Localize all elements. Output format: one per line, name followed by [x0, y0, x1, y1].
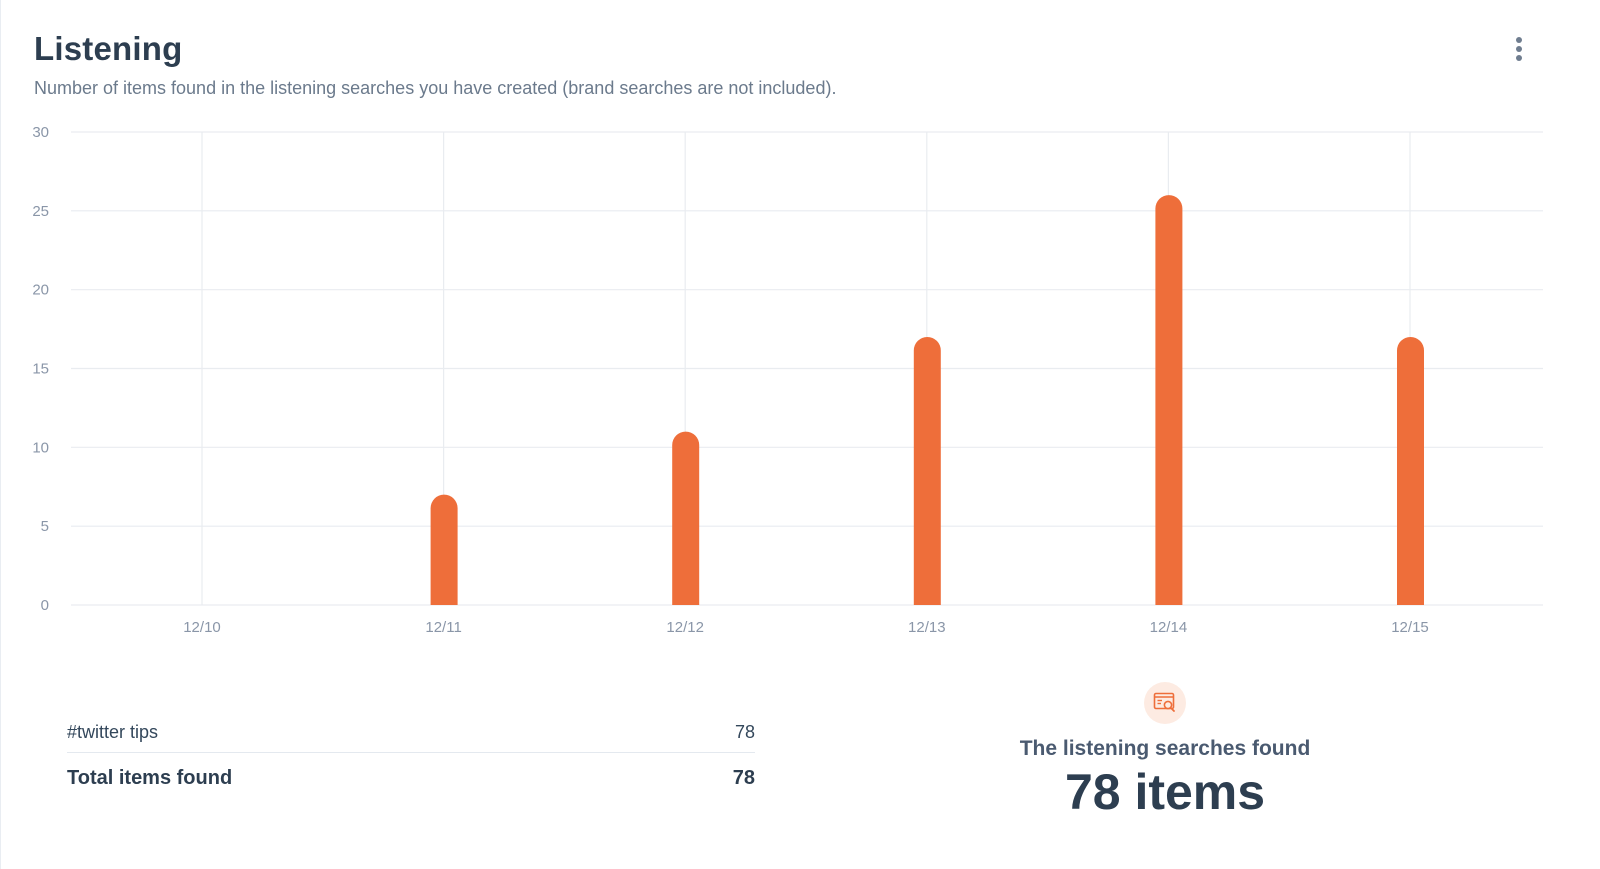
- bar: [672, 431, 700, 605]
- search-breakdown-table: #twitter tips 78 Total items found 78: [67, 712, 755, 803]
- y-tick-label: 5: [41, 518, 49, 535]
- table-row: #twitter tips 78: [67, 712, 755, 753]
- search-name: #twitter tips: [67, 721, 159, 742]
- x-tick-label: 12/12: [666, 619, 704, 636]
- listening-bar-chart: 0 5 10 15 20 25 30 12/10 12/11 12/12 12/13 12/14 12/…: [32, 124, 1543, 636]
- x-tick-label: 12/15: [1391, 619, 1429, 636]
- bar: [1155, 195, 1183, 606]
- page-subtitle: Number of items found in the listening s…: [34, 78, 837, 98]
- y-tick-label: 0: [41, 597, 49, 614]
- y-tick-label: 20: [32, 282, 49, 299]
- total-value: 78: [732, 766, 755, 789]
- more-options-icon[interactable]: [1505, 32, 1533, 66]
- y-tick-label: 10: [32, 439, 49, 456]
- total-label: Total items found: [67, 766, 233, 789]
- summary-label: The listening searches found: [1019, 737, 1311, 760]
- x-tick-label: 12/13: [908, 619, 946, 636]
- x-tick-label: 12/10: [183, 619, 221, 636]
- y-tick-label: 15: [32, 361, 49, 378]
- y-tick-label: 30: [32, 124, 49, 141]
- x-tick-label: 12/11: [425, 619, 461, 636]
- bar: [913, 336, 941, 605]
- summary-value: 78 items: [1064, 764, 1266, 820]
- search-count: 78: [734, 721, 755, 742]
- summary-panel: The listening searches found 78 items: [965, 682, 1365, 820]
- bar: [1397, 336, 1424, 605]
- page-title: Listening: [34, 30, 183, 67]
- y-tick-label: 25: [32, 203, 49, 220]
- bar: [430, 494, 458, 605]
- search-window-icon: [1144, 682, 1186, 724]
- x-tick-label: 12/14: [1150, 619, 1188, 636]
- total-row: Total items found 78: [67, 753, 755, 803]
